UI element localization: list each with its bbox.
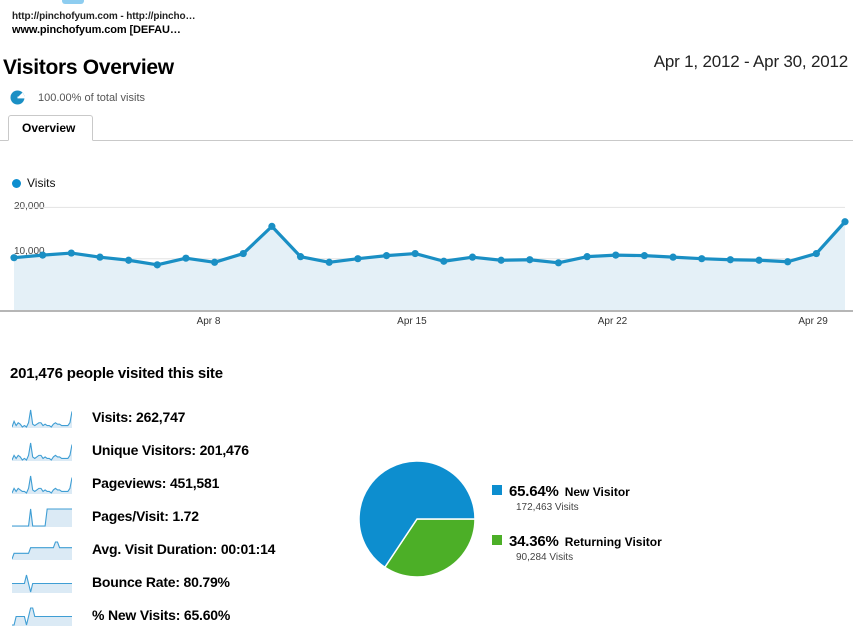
metric-row-unique-visitors[interactable]: Unique Visitors: 201,476 — [11, 433, 342, 466]
legend-label-visits: Visits — [27, 176, 56, 190]
sparkline-unique-visitors — [11, 439, 73, 461]
metric-row-percent-new-visits[interactable]: % New Visits: 65.60% — [12, 598, 342, 631]
pie-segment-icon — [10, 90, 25, 105]
visitor-type-pie-chart[interactable] — [357, 459, 477, 579]
sparkline-visits — [11, 406, 73, 428]
property-url-line: http://pinchofyum.com - http://pincho… — [12, 11, 196, 22]
x-axis-label-apr29: Apr 29 — [798, 316, 828, 327]
pie-name-new-visitor: New Visitor — [564, 485, 630, 499]
metric-label-avg-visit-duration: Avg. Visit Duration: 00:01:14 — [92, 540, 276, 557]
chart-legend[interactable]: Visits — [12, 176, 55, 190]
sparkline-pages-per-visit — [12, 505, 72, 527]
x-axis-label-apr15: Apr 15 — [397, 316, 427, 327]
pie-visits-new-visitor: 172,463 Visits — [516, 502, 579, 513]
y-axis-label-20000: 20,000 — [14, 201, 45, 212]
page-title: Visitors Overview — [3, 56, 174, 79]
metric-label-bounce-rate: Bounce Rate: 80.79% — [92, 573, 230, 590]
segment-row[interactable]: 100.00% of total visits — [10, 90, 145, 105]
sparkline-avg-visit-duration — [11, 538, 72, 560]
sparkline-pageviews — [11, 472, 73, 494]
pie-visits-returning-visitor: 90,284 Visits — [516, 552, 574, 563]
metric-row-pages-per-visit[interactable]: Pages/Visit: 1.72 — [12, 499, 342, 532]
legend-dot-visits — [12, 178, 21, 188]
tab-overview[interactable]: Overview — [8, 115, 94, 141]
date-range-selector[interactable]: Apr 1, 2012 - Apr 30, 2012 — [653, 52, 848, 71]
property-selector[interactable]: http://pinchofyum.com - http://pincho… w… — [12, 10, 196, 37]
metric-list: Visits: 262,747 Unique Visitors: 201,476… — [11, 400, 342, 631]
visits-line-chart: Visits 20,000 10,000 Apr 8 Apr 15 Apr 22… — [0, 150, 853, 330]
metric-label-pageviews: Pageviews: 451,581 — [92, 474, 220, 491]
metric-label-unique-visitors: Unique Visitors: 201,476 — [92, 441, 249, 458]
pie-legend-item-returning-visitor[interactable]: 34.36% Returning Visitor 90,284 Visits — [492, 533, 752, 563]
tab-bar: Overview — [0, 115, 853, 141]
pie-legend: 65.64% New Visitor 172,463 Visits 34.36%… — [492, 483, 752, 583]
swatch-new-visitor — [492, 485, 502, 495]
pie-name-returning-visitor: Returning Visitor — [564, 535, 662, 549]
metric-label-percent-new-visits: % New Visits: 65.60% — [92, 606, 231, 623]
metric-row-bounce-rate[interactable]: Bounce Rate: 80.79% — [12, 565, 342, 598]
swatch-returning-visitor — [492, 535, 502, 545]
sparkline-percent-new-visits — [12, 604, 72, 626]
metric-row-avg-visit-duration[interactable]: Avg. Visit Duration: 00:01:14 — [11, 532, 342, 565]
property-profile-line: www.pinchofyum.com [DEFAU… — [12, 24, 181, 36]
chart-plot-area — [0, 206, 853, 312]
pie-percent-returning-visitor: 34.36% — [509, 533, 559, 550]
x-axis-label-apr22: Apr 22 — [597, 316, 628, 327]
metric-row-pageviews[interactable]: Pageviews: 451,581 — [11, 466, 342, 499]
pie-legend-item-new-visitor[interactable]: 65.64% New Visitor 172,463 Visits — [492, 483, 752, 513]
summary-headline: 201,476 people visited this site — [10, 365, 223, 382]
sparkline-bounce-rate — [12, 571, 72, 593]
metric-label-visits: Visits: 262,747 — [92, 408, 186, 425]
pie-percent-new-visitor: 65.64% — [509, 483, 559, 500]
x-axis-label-apr8: Apr 8 — [196, 316, 221, 327]
y-axis-label-10000: 10,000 — [14, 246, 45, 257]
property-tab-sliver — [62, 0, 84, 4]
metric-row-visits[interactable]: Visits: 262,747 — [11, 400, 342, 433]
segment-label: 100.00% of total visits — [38, 91, 146, 104]
metric-label-pages-per-visit: Pages/Visit: 1.72 — [92, 507, 199, 524]
